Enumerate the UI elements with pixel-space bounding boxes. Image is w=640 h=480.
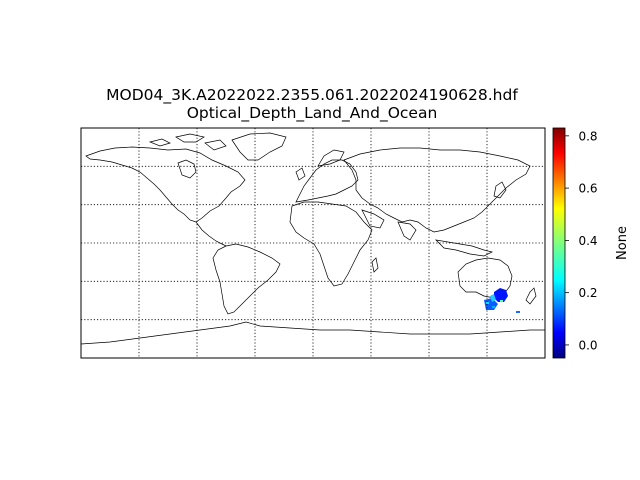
colorbar-gradient — [553, 128, 565, 358]
colorbar-label: None — [615, 226, 630, 260]
colorbar: 0.8 0.6 0.4 0.2 0.0 None — [553, 128, 630, 358]
aod-pixel-4 — [516, 311, 520, 313]
colorbar-tick-label: 0.8 — [578, 129, 597, 143]
colorbar-tick-label: 0.6 — [578, 182, 597, 196]
colorbar-ticks: 0.8 0.6 0.4 0.2 0.0 — [565, 129, 598, 352]
map-panel — [81, 128, 545, 358]
colorbar-tick-label: 0.0 — [578, 338, 597, 352]
aod-pixel-3 — [500, 300, 503, 302]
aod-pixel-2 — [492, 306, 495, 308]
colorbar-tick-label: 0.2 — [578, 286, 597, 300]
colorbar-tick-label: 0.4 — [578, 234, 597, 248]
aod-pixel-1 — [486, 302, 489, 304]
